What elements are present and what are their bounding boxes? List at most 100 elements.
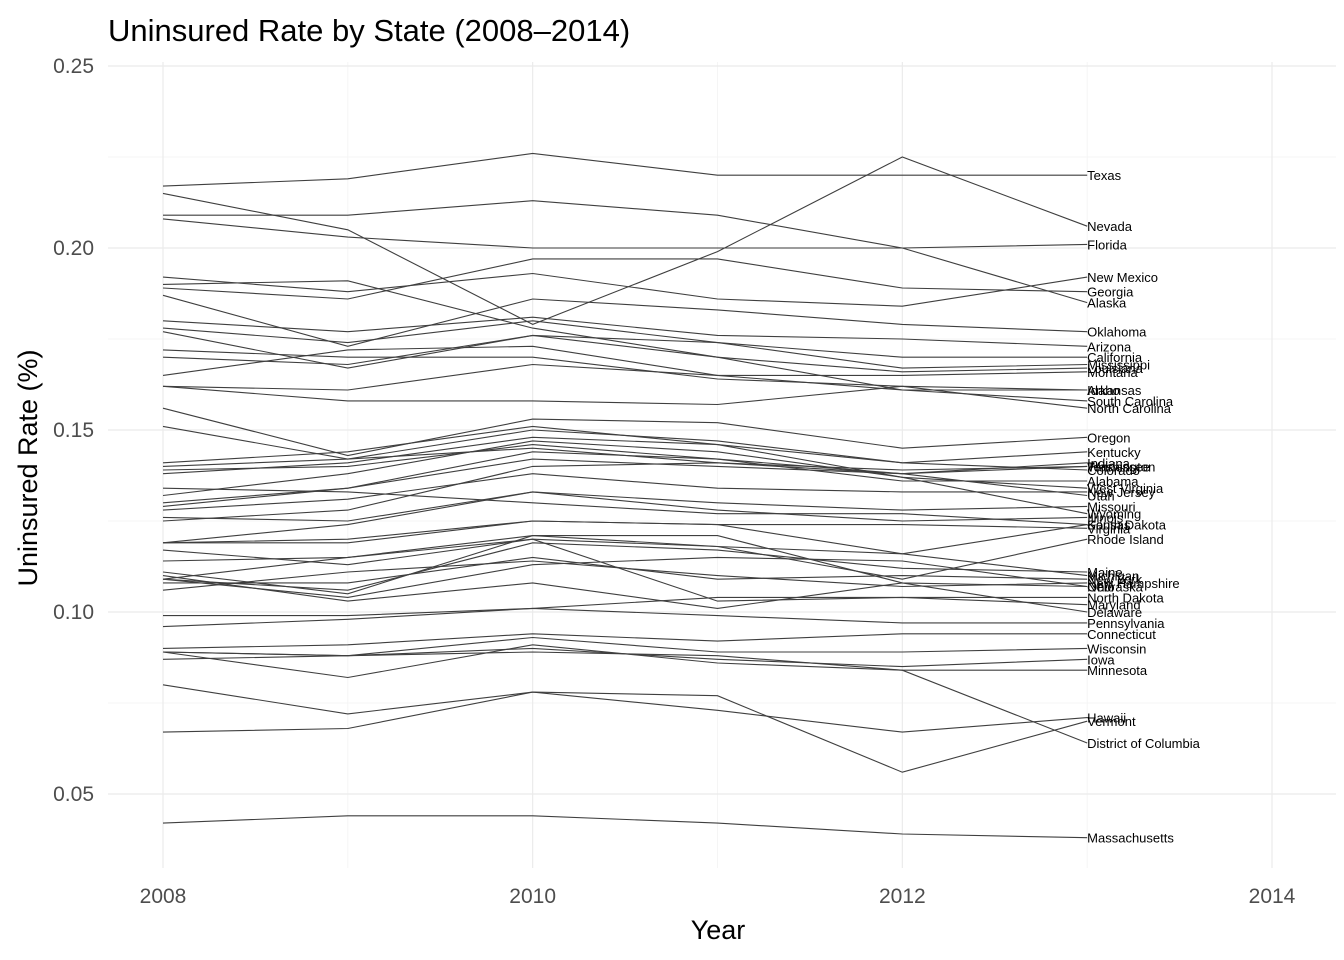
series-line bbox=[162, 535, 1088, 595]
series-label: Vermont bbox=[1087, 714, 1136, 729]
series-label: Arizona bbox=[1087, 339, 1132, 354]
x-axis-title: Year bbox=[691, 915, 746, 945]
series-label: Nebraska bbox=[1087, 580, 1143, 595]
series-line bbox=[162, 331, 1088, 402]
series-label: District of Columbia bbox=[1087, 736, 1200, 751]
y-tick-label: 0.10 bbox=[53, 601, 94, 624]
series-label: Michigan bbox=[1087, 569, 1139, 584]
y-axis-title: Uninsured Rate (%) bbox=[13, 349, 43, 586]
series-label: Rhode Island bbox=[1087, 532, 1164, 547]
y-tick-label: 0.05 bbox=[53, 783, 94, 806]
series-label: Alaska bbox=[1087, 296, 1127, 311]
series-line bbox=[162, 436, 1088, 475]
series-label: New Hampshire bbox=[1087, 576, 1179, 591]
series-end-labels: Texas Nevada Florida New MexicoGeorgiaAlask… bbox=[1087, 168, 1200, 845]
x-tick-label: 2012 bbox=[879, 885, 926, 908]
series-label: Wyoming bbox=[1087, 507, 1141, 522]
series-label: South Dakota bbox=[1087, 518, 1167, 533]
series-label: Colorado bbox=[1087, 463, 1140, 478]
series-line bbox=[163, 520, 1088, 577]
series-line bbox=[162, 425, 1088, 515]
series-line bbox=[162, 487, 1088, 526]
x-axis-tick-labels: 2008 2010 2012 2014 bbox=[140, 885, 1296, 908]
series-line bbox=[162, 538, 1088, 580]
series-lines bbox=[162, 152, 1088, 839]
y-tick-label: 0.15 bbox=[53, 419, 94, 442]
x-tick-label: 2014 bbox=[1249, 885, 1296, 908]
series-line bbox=[162, 294, 1088, 347]
series-line bbox=[162, 156, 1088, 326]
series-line bbox=[162, 575, 1088, 613]
series-line bbox=[162, 407, 1088, 457]
series-label: Connecticut bbox=[1087, 627, 1156, 642]
series-line bbox=[162, 440, 1088, 497]
series-label: New York bbox=[1087, 572, 1142, 587]
series-label: Maine bbox=[1087, 565, 1122, 580]
minor-gridlines bbox=[108, 62, 1336, 868]
series-label: Virginia bbox=[1087, 521, 1131, 536]
y-tick-label: 0.25 bbox=[53, 55, 94, 78]
series-line bbox=[162, 349, 1088, 391]
series-label: Massachusetts bbox=[1087, 831, 1174, 846]
major-gridlines bbox=[108, 62, 1336, 868]
series-line bbox=[162, 542, 1088, 591]
series-label: Oklahoma bbox=[1087, 325, 1147, 340]
series-line bbox=[162, 444, 1088, 475]
series-label: Minnesota bbox=[1087, 663, 1148, 678]
series-line bbox=[162, 651, 1088, 744]
series-label: Ohio bbox=[1087, 580, 1114, 595]
series-line bbox=[162, 258, 1088, 300]
series-line bbox=[163, 596, 1088, 617]
series-label: Florida bbox=[1087, 237, 1128, 252]
series-label: Georgia bbox=[1087, 285, 1134, 300]
series-label: Pennsylvania bbox=[1087, 616, 1165, 631]
series-label: Arkansas bbox=[1087, 383, 1142, 398]
series-label: Tennessee bbox=[1087, 459, 1150, 474]
series-label: Illinois bbox=[1087, 510, 1124, 525]
series-line bbox=[162, 458, 1088, 504]
series-line bbox=[162, 491, 1088, 522]
series-label: Alabama bbox=[1087, 474, 1139, 489]
series-line bbox=[162, 272, 1088, 307]
y-tick-label: 0.20 bbox=[53, 237, 94, 260]
series-label: North Carolina bbox=[1087, 401, 1172, 416]
series-label: Washington bbox=[1087, 459, 1155, 474]
series-label: Indiana bbox=[1087, 456, 1130, 471]
series-line bbox=[162, 491, 1088, 544]
series-label: Louisiana bbox=[1087, 361, 1143, 376]
series-line bbox=[162, 633, 1088, 649]
series-line bbox=[162, 385, 1088, 409]
chart-title: Uninsured Rate by State (2008–2014) bbox=[108, 13, 630, 48]
series-line bbox=[162, 152, 1088, 187]
series-label: Kansas bbox=[1087, 518, 1131, 533]
series-line bbox=[162, 462, 1088, 522]
series-label: Iowa bbox=[1087, 652, 1115, 667]
series-label: California bbox=[1087, 350, 1143, 365]
series-line bbox=[162, 691, 1088, 733]
series-line bbox=[162, 684, 1088, 773]
series-label: Wisconsin bbox=[1087, 641, 1146, 656]
series-label: Nevada bbox=[1087, 219, 1133, 234]
series-line bbox=[162, 607, 1088, 628]
series-label: South Carolina bbox=[1087, 394, 1174, 409]
series-label: Missouri bbox=[1087, 499, 1136, 514]
series-line bbox=[162, 556, 1088, 598]
series-label: Texas bbox=[1087, 168, 1121, 183]
series-line bbox=[162, 473, 1088, 511]
x-tick-label: 2010 bbox=[509, 885, 556, 908]
series-line bbox=[162, 334, 1088, 369]
series-label: Utah bbox=[1087, 489, 1114, 504]
series-label: Oregon bbox=[1087, 430, 1130, 445]
series-line bbox=[162, 560, 1088, 591]
series-line bbox=[163, 200, 1088, 304]
series-line bbox=[162, 316, 1088, 347]
series-label: West Virginia bbox=[1087, 481, 1164, 496]
series-line bbox=[162, 815, 1088, 839]
series-line bbox=[162, 345, 1088, 376]
series-label: Maryland bbox=[1087, 598, 1140, 613]
series-label: Montana bbox=[1087, 365, 1138, 380]
series-label: New Jersey bbox=[1087, 485, 1155, 500]
series-label: Hawaii bbox=[1087, 711, 1126, 726]
